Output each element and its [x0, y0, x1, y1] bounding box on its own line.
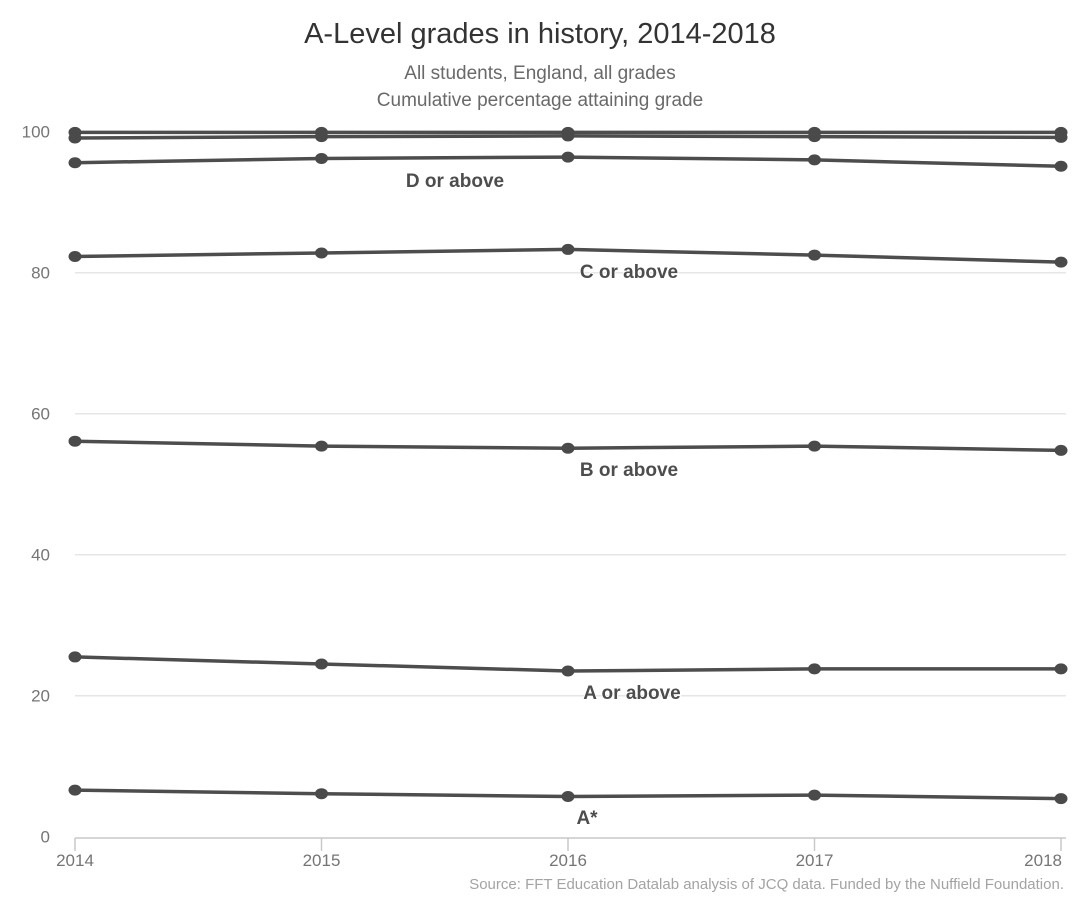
y-axis-tick-label: 20 [31, 687, 50, 706]
data-point-marker [1054, 131, 1068, 143]
data-point-marker [561, 442, 575, 454]
data-point-marker [315, 788, 328, 800]
data-point-marker [808, 440, 821, 452]
plot-area: 0 20 40 60 80 100 2014 2015 2016 2017 2018 D or abo… [22, 123, 1068, 870]
chart-subtitle-line-2: Cumulative percentage attaining grade [377, 90, 703, 111]
chart-subtitle-line-1: All students, England, all grades [404, 63, 675, 84]
data-point-marker [68, 435, 82, 447]
data-point-marker [561, 151, 575, 163]
data-point-marker [808, 249, 821, 261]
data-point-marker [1054, 444, 1068, 456]
data-point-marker [68, 651, 82, 663]
x-axis-tick-label: 2016 [549, 851, 587, 870]
data-point-marker [561, 665, 575, 677]
data-point-marker [808, 663, 821, 675]
data-point-marker [561, 130, 575, 142]
data-point-marker [315, 247, 328, 259]
data-point-marker [808, 131, 821, 143]
series-inline-label: C or above [580, 262, 678, 283]
series-inline-label: A* [576, 808, 598, 829]
data-point-marker [808, 154, 821, 166]
x-axis-tick-label: 2014 [56, 851, 94, 870]
source-note: Source: FFT Education Datalab analysis o… [469, 876, 1064, 893]
data-point-marker [68, 132, 82, 144]
y-axis-tick-label: 0 [41, 828, 50, 847]
series-inline-label: D or above [406, 171, 504, 192]
data-point-marker [315, 658, 328, 670]
data-point-marker [315, 131, 328, 143]
data-point-marker [1054, 663, 1068, 675]
x-axis-tick-label: 2018 [1024, 851, 1062, 870]
y-axis-tick-label: 40 [31, 546, 50, 565]
y-axis-tick-label: 60 [31, 405, 50, 424]
x-axis-tick-label: 2017 [796, 851, 834, 870]
data-point-marker [68, 250, 82, 262]
data-point-marker [68, 157, 82, 169]
series-inline-label: B or above [580, 460, 678, 481]
data-point-marker [561, 243, 575, 255]
data-point-marker [1054, 160, 1068, 172]
data-point-marker [1054, 793, 1068, 805]
data-point-marker [561, 791, 575, 803]
data-point-marker [315, 440, 328, 452]
y-axis-tick-label: 80 [31, 264, 50, 283]
data-point-marker [68, 784, 82, 796]
data-point-marker [315, 152, 328, 164]
x-axis-tick-label: 2015 [303, 851, 341, 870]
series-inline-label: A or above [583, 683, 681, 704]
data-point-marker [1054, 256, 1068, 268]
data-point-marker [808, 789, 821, 801]
y-axis-tick-label: 100 [22, 123, 50, 142]
chart-title: A-Level grades in history, 2014-2018 [304, 18, 776, 50]
